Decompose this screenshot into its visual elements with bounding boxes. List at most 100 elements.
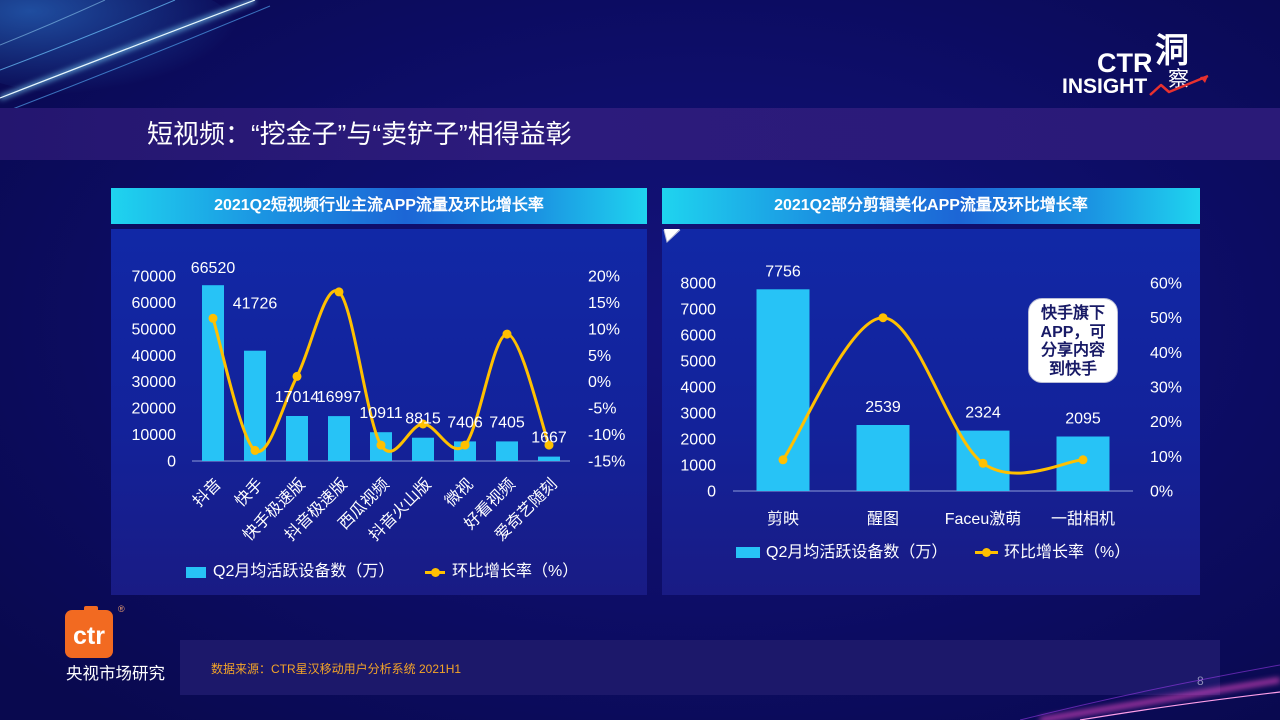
legend-line-dot: [430, 568, 440, 577]
light-streak-decoration: [0, 0, 271, 111]
logo-ctr-text: CTR: [1097, 48, 1153, 78]
y-right-tick-label: -5%: [588, 401, 616, 418]
bar-value-label: 7406: [447, 414, 483, 431]
x-tick-label: 抖音: [189, 475, 224, 510]
y-left-tick-label: 7000: [680, 302, 716, 319]
y-right-tick-label: 0%: [588, 374, 611, 391]
pink-streak-decoration: [1020, 664, 1280, 720]
bar: [856, 425, 910, 491]
left-chart-plot: 0 10000 20000 30000 40000 50000 60000 70000 -15%…: [132, 260, 626, 544]
y-left-tick-label: 30000: [132, 374, 177, 391]
bar-value-label: 8815: [405, 411, 441, 428]
x-tick-label: 一甜相机: [1051, 510, 1115, 528]
legend-line-swatch: [425, 568, 445, 577]
y-left-tick-label: 0: [707, 484, 716, 501]
y-right-tick-label: 20%: [588, 269, 620, 286]
y-right-tick-label: 10%: [1150, 449, 1182, 466]
y-right-tick-label: 30%: [1150, 380, 1182, 397]
bar: [496, 441, 518, 461]
bar: [202, 285, 224, 461]
legend-line-dot: [982, 548, 991, 557]
y-left-tick-label: 6000: [680, 328, 716, 345]
growth-rate-points: [208, 287, 554, 455]
callout-line: 分享内容: [1040, 342, 1105, 359]
y-right-tick-label: -10%: [588, 427, 625, 444]
logo-insight-text: INSIGHT: [1062, 75, 1148, 98]
red-arrow-icon: [1149, 74, 1209, 96]
bar: [412, 437, 434, 461]
legend-bar-label: Q2月均活跃设备数（万）: [766, 544, 948, 561]
bar-value-label: 2539: [865, 399, 901, 416]
y-axis-left: 0 1000 2000 3000 4000 5000 6000 7000 8000: [680, 276, 716, 501]
y-right-tick-label: 5%: [588, 348, 611, 365]
bar: [454, 441, 476, 461]
y-right-tick-label: 50%: [1150, 310, 1182, 327]
growth-rate-point: [978, 458, 988, 468]
callout-bubble: 快手旗下 APP，可 分享内容 到快手: [1028, 298, 1118, 383]
growth-rate-point: [250, 445, 260, 455]
bar-value-label: 7405: [489, 414, 525, 431]
growth-rate-point: [208, 313, 218, 323]
y-axis-right: 0% 10% 20% 30% 40% 50% 60%: [1150, 276, 1182, 501]
callout-line: APP，可: [1040, 323, 1106, 341]
y-right-tick-label: 10%: [588, 321, 620, 338]
registered-mark: ®: [118, 604, 125, 614]
x-tick-label: 微视: [441, 475, 476, 510]
growth-rate-point: [292, 371, 302, 381]
page-number: 8: [1197, 674, 1204, 688]
left-chart-panel: 0 10000 20000 30000 40000 50000 60000 70000 -15%…: [111, 229, 647, 595]
growth-rate-point: [460, 440, 470, 450]
y-left-tick-label: 3000: [680, 406, 716, 423]
y-right-tick-label: 60%: [1150, 276, 1182, 293]
callout-line: 快手旗下: [1040, 305, 1105, 322]
growth-rate-point: [418, 419, 428, 429]
title-band: 短视频：“挖金子”与“卖铲子”相得益彰: [0, 108, 1280, 160]
page-title: 短视频：“挖金子”与“卖铲子”相得益彰: [147, 119, 572, 149]
logo-mark-text: ctr: [73, 622, 105, 650]
y-left-tick-label: 2000: [680, 432, 716, 449]
right-chart-title: 2021Q2部分剪辑美化APP流量及环比增长率: [662, 188, 1200, 224]
bar-value-label: 16997: [317, 389, 362, 406]
right-chart-panel: 0 1000 2000 3000 4000 5000 6000 7000 8000 0% 10% 20…: [662, 229, 1200, 595]
x-axis-labels: 剪映 醒图 Faceu激萌 一甜相机: [767, 510, 1115, 528]
bar: [286, 416, 308, 461]
growth-rate-point: [502, 329, 512, 339]
x-tick-label: 快手: [231, 475, 266, 510]
legend-bar-swatch: [186, 567, 206, 578]
right-chart-plot: 0 1000 2000 3000 4000 5000 6000 7000 8000 0% 10% 20…: [680, 263, 1182, 528]
y-right-tick-label: 0%: [1150, 484, 1173, 501]
y-left-tick-label: 60000: [132, 295, 177, 312]
y-left-tick-label: 5000: [680, 354, 716, 371]
growth-rate-point: [376, 440, 386, 450]
legend-bar-swatch: [736, 547, 760, 558]
bar-value-label: 10911: [359, 405, 402, 422]
bar: [244, 350, 266, 461]
bar-value-label: 17014: [275, 389, 320, 406]
y-left-tick-label: 10000: [132, 427, 177, 444]
y-left-tick-label: 4000: [680, 380, 716, 397]
growth-rate-point: [334, 287, 344, 297]
y-left-tick-label: 20000: [132, 401, 177, 418]
growth-rate-line: [781, 316, 1084, 475]
growth-rate-point: [878, 313, 888, 323]
growth-rate-point: [778, 455, 788, 465]
bar-value-label: 2324: [965, 405, 1001, 422]
growth-rate-line: [211, 289, 551, 453]
y-right-tick-label: 40%: [1150, 345, 1182, 362]
legend-line-swatch: [975, 548, 998, 557]
ctr-brand-logo: ctr: [65, 606, 113, 658]
logo-dong-text: 洞: [1155, 32, 1189, 70]
callout-line: 到快手: [1048, 360, 1097, 378]
bar-value-labels: 7756 2539 2324 2095: [765, 263, 1101, 427]
logo-orange-tab: [84, 606, 98, 614]
y-axis-left: 0 10000 20000 30000 40000 50000 60000 70000: [132, 269, 177, 471]
bar: [538, 456, 560, 461]
y-left-tick-label: 0: [167, 454, 176, 471]
y-right-tick-label: 20%: [1150, 414, 1182, 431]
y-left-tick-label: 8000: [680, 276, 716, 293]
bar-value-label: 1667: [531, 430, 567, 447]
x-tick-label: 醒图: [867, 510, 899, 528]
y-right-tick-label: 15%: [588, 295, 620, 312]
